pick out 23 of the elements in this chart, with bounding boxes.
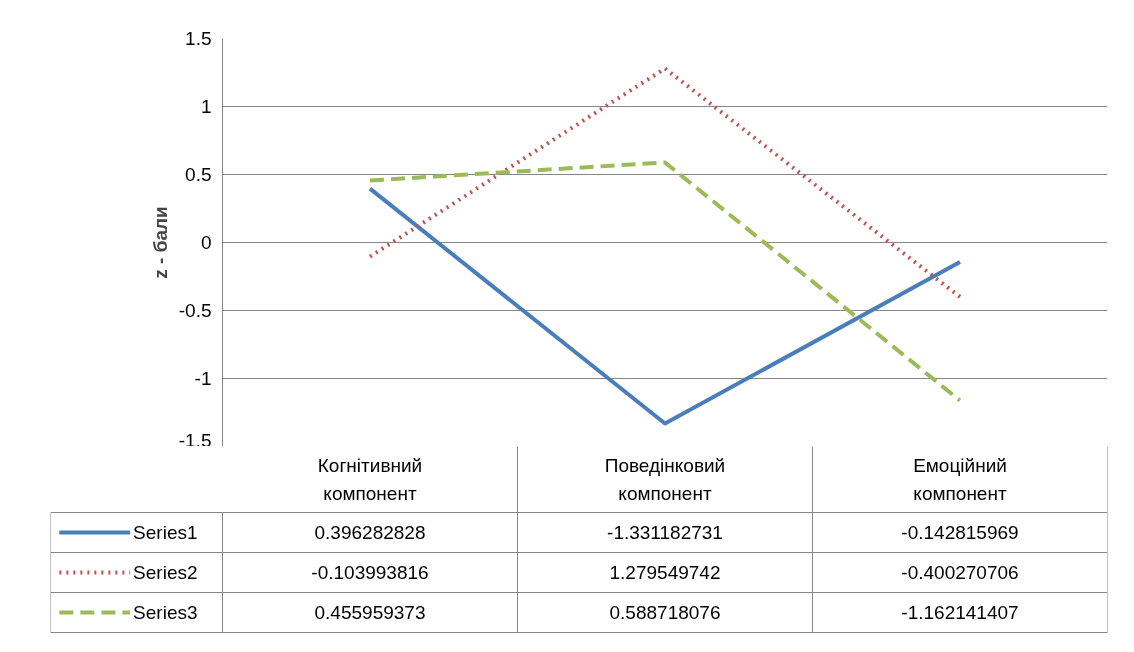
data-label: -1.162141407 [901, 602, 1019, 623]
y-axis-title: z - бали [149, 206, 171, 279]
x-tick-label: Поведінковий компонент [604, 455, 726, 504]
data-label: 0.396282828 [314, 522, 426, 543]
x-tick-label: Когнітивний компонент [317, 455, 423, 504]
y-tick-label: -1.5 [178, 429, 212, 451]
data-label: -0.400270706 [901, 562, 1019, 583]
data-label: -1.331182731 [607, 522, 723, 543]
x-tick-label: Емоційний компонент [913, 455, 1007, 504]
y-tick-label: -1 [194, 368, 212, 389]
y-tick-label: -0.5 [178, 300, 212, 321]
legend-label: Series3 [133, 602, 198, 623]
y-tick-label: 1.5 [185, 28, 212, 49]
y-tick-label: 1 [200, 96, 212, 117]
legend-label: Series1 [133, 522, 198, 543]
data-label: 1.279549742 [609, 562, 721, 583]
data-label: -0.103993816 [311, 562, 429, 583]
y-tick-label: 0.5 [185, 164, 212, 185]
data-label: 0.455959373 [314, 602, 426, 623]
data-label: -0.142815969 [901, 522, 1019, 543]
y-tick-label: 0 [200, 232, 212, 253]
data-label: 0.588718076 [609, 602, 721, 623]
legend-label: Series2 [133, 562, 198, 583]
